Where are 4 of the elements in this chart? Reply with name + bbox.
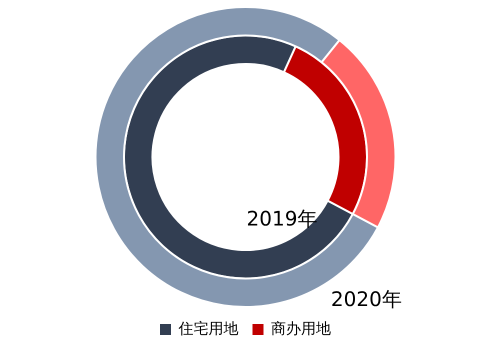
slice-label: 2019年 [246,206,318,230]
legend-label: 住宅用地 [178,319,238,338]
legend-label: 商办用地 [271,319,331,338]
slice-label: 2020年 [330,287,402,312]
